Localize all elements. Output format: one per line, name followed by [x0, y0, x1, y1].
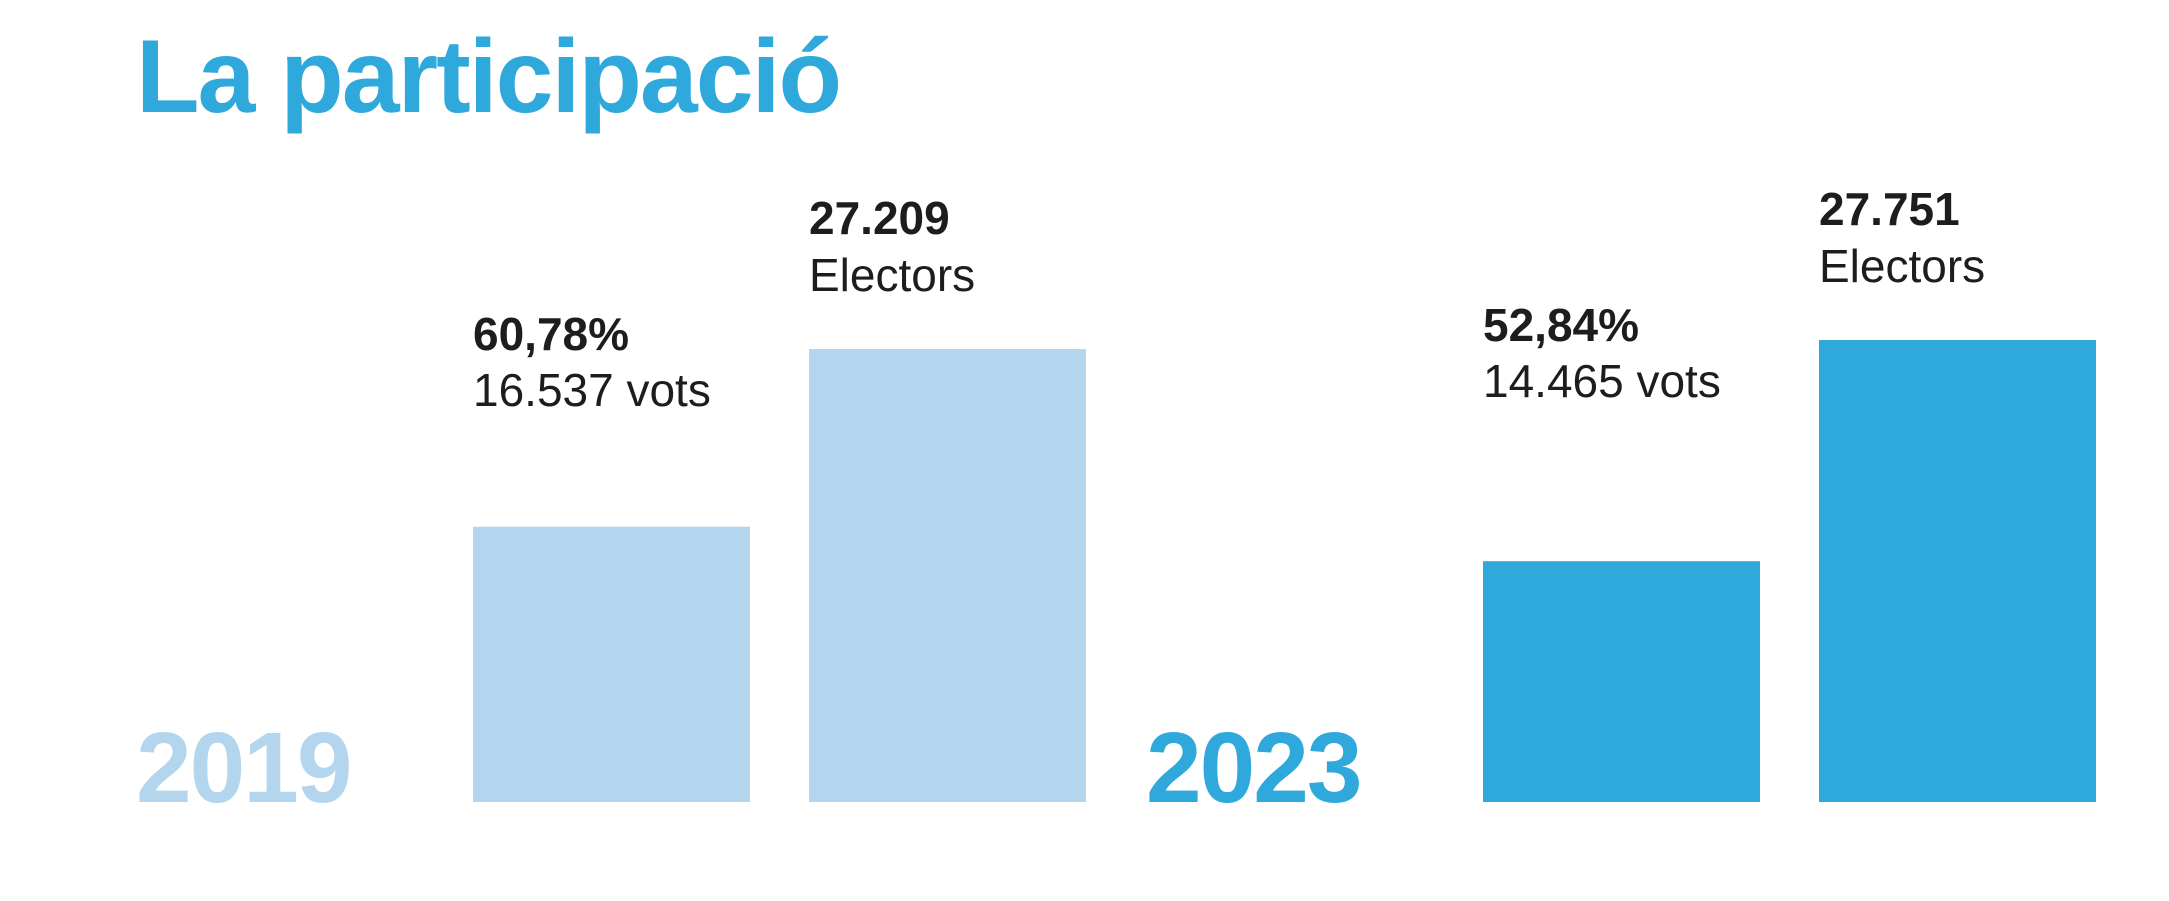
- turnout-label: 60,78%: [473, 308, 629, 360]
- year-label: 2019: [136, 712, 350, 824]
- electors-bar: [1819, 340, 2096, 802]
- electors-caption: Electors: [809, 249, 975, 301]
- votes-bar: [1483, 561, 1760, 802]
- votes-label: 14.465 vots: [1483, 355, 1721, 407]
- chart-title: La participació: [136, 19, 840, 135]
- turnout-label: 52,84%: [1483, 299, 1639, 351]
- electors-bar: [809, 349, 1086, 802]
- electors-label: 27.751: [1819, 183, 1960, 235]
- votes-bar: [473, 526, 750, 802]
- electors-caption: Electors: [1819, 240, 1985, 292]
- year-label: 2023: [1146, 712, 1360, 824]
- votes-label: 16.537 vots: [473, 364, 711, 416]
- electors-label: 27.209: [809, 192, 950, 244]
